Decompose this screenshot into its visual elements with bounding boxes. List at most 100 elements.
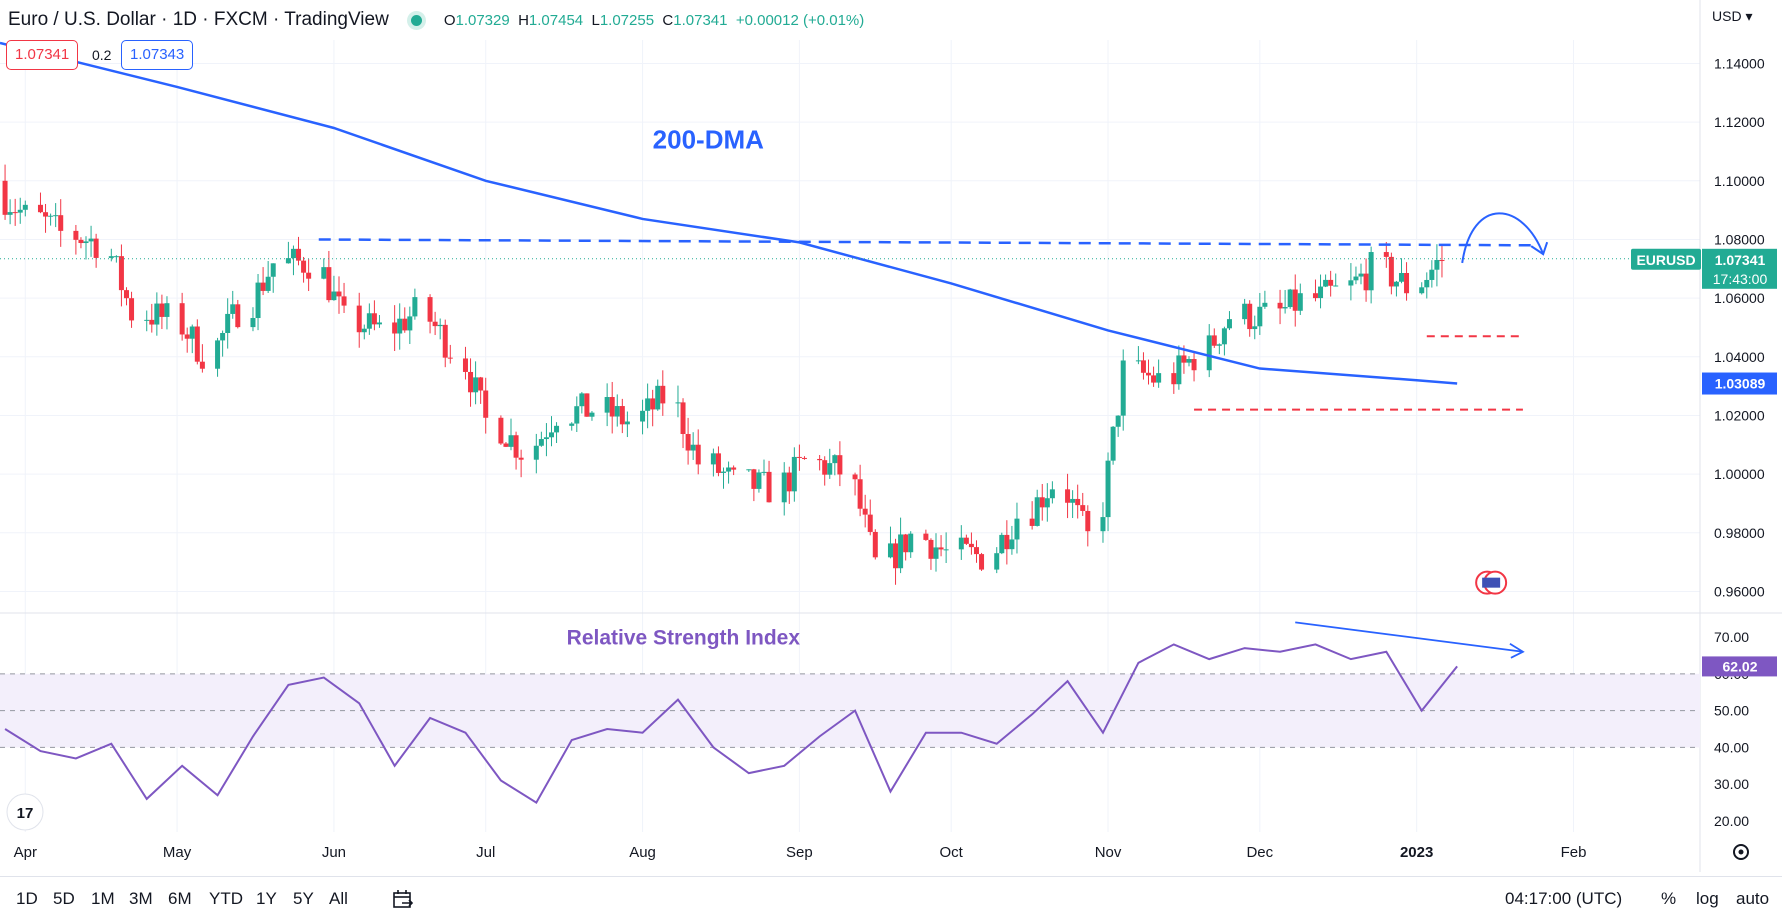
candle-body <box>538 439 544 446</box>
candle-body <box>108 256 114 258</box>
symbol-title[interactable]: Euro / U.S. Dollar · 1D · FXCM · Trading… <box>8 9 389 30</box>
candle-body <box>1075 498 1081 506</box>
price-tick-label: 1.10000 <box>1714 173 1765 189</box>
low-value: 1.07255 <box>599 11 655 29</box>
rsi-annotation: Relative Strength Index <box>567 626 801 649</box>
candle-body <box>427 297 433 322</box>
candle-body <box>215 340 221 369</box>
candle-body <box>1029 518 1035 526</box>
candle-body <box>361 328 367 333</box>
ma-price-label: 1.03089 <box>1715 376 1766 392</box>
timeframe-3m-button[interactable]: 3M <box>129 889 153 908</box>
candle-body <box>887 543 893 558</box>
candle-body <box>1388 256 1394 287</box>
sell-price-button[interactable]: 1.07341 <box>6 40 79 70</box>
tradingview-logo-mark: 17 <box>17 805 34 822</box>
timeframe-5y-button[interactable]: 5Y <box>293 889 314 908</box>
date-range-icon[interactable] <box>392 889 414 911</box>
symbol-tag-label: EURUSD <box>1636 252 1695 268</box>
candle-body <box>801 457 807 459</box>
candle-body <box>1282 307 1288 309</box>
candle-body <box>113 256 119 258</box>
candle-body <box>569 423 575 426</box>
candle-body <box>220 332 226 341</box>
candle-body <box>235 304 241 328</box>
candle-body <box>624 421 630 425</box>
candle-body <box>48 215 54 217</box>
candle-body <box>43 212 49 217</box>
timeframe-1m-button[interactable]: 1M <box>91 889 115 908</box>
candle-body <box>83 241 89 244</box>
candle-body <box>12 212 18 214</box>
price-tick-label: 1.02000 <box>1714 407 1765 423</box>
candle-body <box>1323 279 1329 287</box>
candle-body <box>872 531 878 558</box>
candle-body <box>194 326 200 362</box>
candle-body <box>609 397 615 417</box>
ma-price-tag <box>1702 372 1777 395</box>
candle-body <box>1242 303 1248 320</box>
candle-body <box>518 457 524 460</box>
candle-body <box>341 296 347 306</box>
candle-body <box>53 215 59 217</box>
candle-body <box>1151 375 1157 383</box>
tradingview-logo-icon <box>6 793 44 831</box>
candle-body <box>1216 344 1222 346</box>
candle-body <box>331 291 337 301</box>
close-value: 1.07341 <box>673 11 728 29</box>
candle-body <box>963 537 969 544</box>
timeframe-6m-button[interactable]: 6M <box>168 889 192 908</box>
candle-body <box>533 445 539 460</box>
candle-body <box>827 463 833 475</box>
candle-body <box>473 377 479 393</box>
auto-scale-button[interactable]: auto <box>1736 889 1770 908</box>
candle-body <box>1110 426 1116 461</box>
log-scale-button[interactable]: log <box>1696 889 1719 908</box>
rsi-value-label: 62.02 <box>1722 658 1757 674</box>
timeframe-1d-button[interactable]: 1D <box>16 889 38 908</box>
symbol-tag <box>1631 248 1701 270</box>
candle-body <box>2 180 8 215</box>
timeframe-5d-button[interactable]: 5D <box>53 889 75 908</box>
candle-body <box>149 319 155 325</box>
candle-body <box>973 547 979 555</box>
ma-annotation: 200-DMA <box>653 125 764 155</box>
candle-body <box>1358 273 1364 277</box>
timeframe-1y-button[interactable]: 1Y <box>256 889 277 908</box>
buy-price-button[interactable]: 1.07343 <box>121 40 194 70</box>
candle-body <box>1348 280 1354 286</box>
candle-body <box>17 209 23 213</box>
candle-body <box>908 533 914 553</box>
candle-body <box>1014 518 1020 540</box>
ma-200-line <box>0 41 1458 385</box>
utc-clock[interactable]: 04:17:00 (UTC) <box>1505 889 1623 908</box>
currency-selector[interactable]: USD ▾ <box>1712 8 1753 24</box>
close-key: C <box>662 11 674 29</box>
candle-body <box>867 514 873 532</box>
price-tick-label: 1.00000 <box>1714 466 1765 482</box>
candle-body <box>548 432 554 438</box>
candle-body <box>822 460 828 475</box>
candle-body <box>118 256 124 291</box>
percent-scale-button[interactable]: % <box>1661 889 1677 908</box>
timeframe-ytd-button[interactable]: YTD <box>209 889 243 908</box>
candle-body <box>1186 358 1192 363</box>
candle-body <box>675 402 681 404</box>
timeframe-all-button[interactable]: All <box>329 889 348 908</box>
candle-body <box>938 547 944 550</box>
candle-body <box>1257 306 1263 327</box>
candle-body <box>619 406 625 425</box>
ohlc-values: O1.07329 H1.07454 L1.07255 C1.07341 +0.0… <box>444 12 864 29</box>
chart-canvas[interactable]: 200-DMA Relative Strength Index 1.14000 1.1… <box>0 0 1782 876</box>
candle-body <box>554 425 560 433</box>
candle-body <box>1247 303 1253 330</box>
candle-body <box>265 276 271 291</box>
candles <box>2 164 1445 585</box>
candle-body <box>791 456 797 492</box>
candle-body <box>695 444 701 465</box>
settings-gear-icon <box>1733 844 1749 860</box>
candle-body <box>179 303 185 335</box>
candle-body <box>285 258 291 264</box>
candle-body <box>397 318 403 334</box>
candle-body <box>189 326 195 339</box>
